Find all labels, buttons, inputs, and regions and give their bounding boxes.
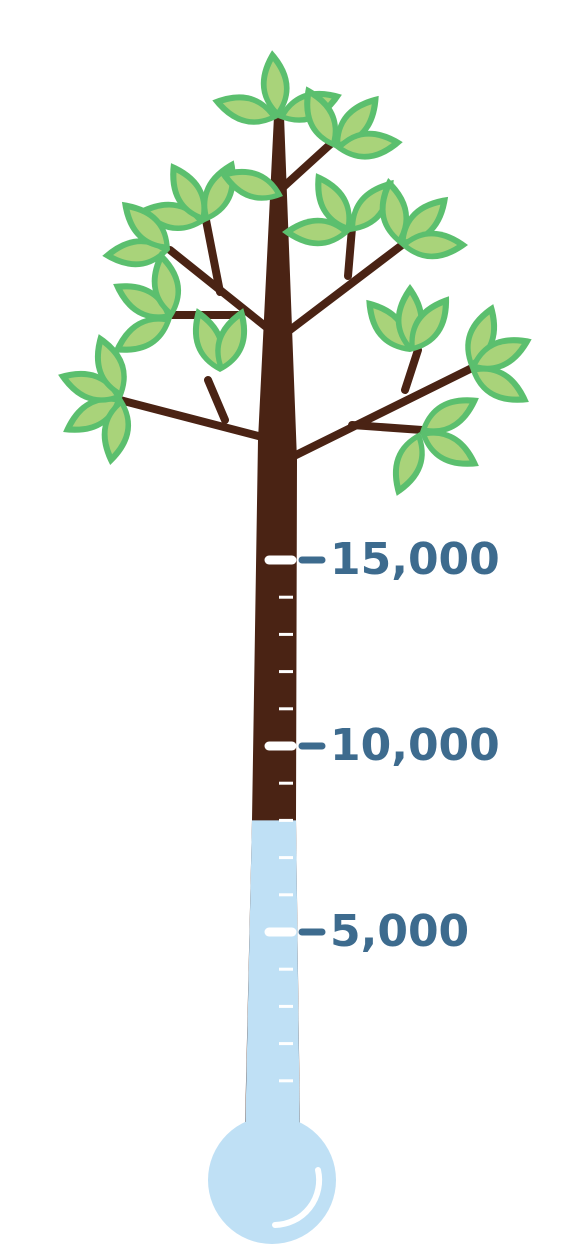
gauge: 5,000 10,000 15,000 — [208, 534, 500, 1244]
branch — [405, 350, 418, 390]
y-tick-label: 10,000 — [330, 720, 500, 771]
y-tick-label: 15,000 — [330, 534, 500, 585]
branch — [120, 400, 266, 438]
chart: 5,000 10,000 15,000 — [0, 0, 564, 1245]
fill-level — [245, 820, 300, 1140]
y-tick-label: 5,000 — [330, 906, 469, 957]
branch — [348, 228, 352, 276]
branch — [352, 425, 422, 430]
branch — [208, 380, 225, 420]
